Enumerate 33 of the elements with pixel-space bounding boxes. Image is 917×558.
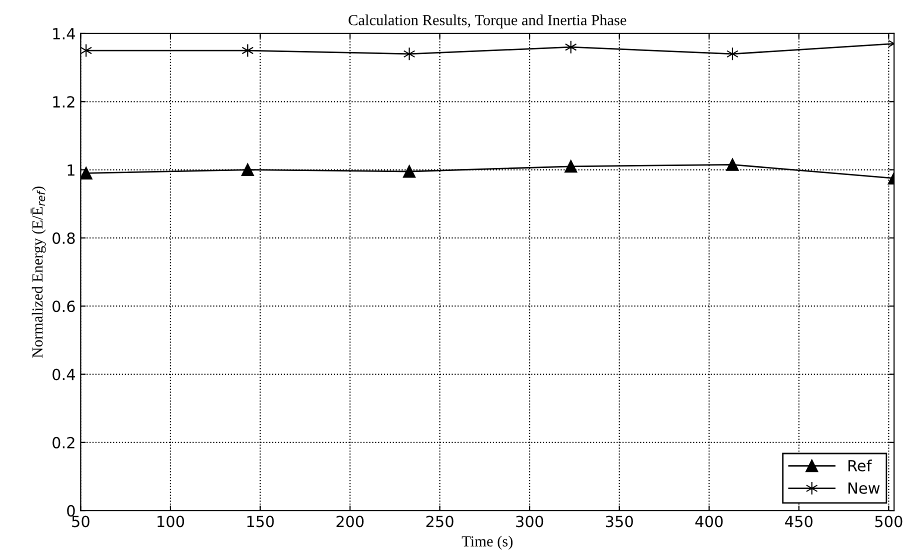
- legend-label: New: [848, 482, 880, 494]
- x-axis-title: Time (s): [462, 536, 513, 550]
- y-tick-label: 1.4: [53, 28, 75, 40]
- y-tick-label: 0.6: [52, 300, 75, 312]
- x-tick-label: 100: [158, 516, 184, 528]
- y-tick-label: 1: [68, 164, 74, 176]
- x-tick-label: 350: [606, 516, 633, 528]
- chart-title: Calculation Results, Torque and Inertia Phase: [348, 14, 626, 28]
- x-tick-label: 450: [785, 516, 812, 528]
- x-tick-label: 150: [247, 516, 274, 528]
- point: [242, 44, 254, 58]
- x-tick-label: 500: [875, 516, 902, 528]
- y-tick-label: 0: [67, 505, 75, 517]
- y-tick-label: 0.4: [52, 368, 75, 380]
- point: [403, 47, 416, 61]
- x-tick-label: 50: [72, 516, 90, 528]
- legend-label: Ref: [848, 460, 872, 472]
- point: [564, 40, 577, 54]
- y-tick-label: 0.8: [52, 232, 75, 244]
- y-tick-label: 0.2: [52, 436, 74, 448]
- x-tick-label: 300: [516, 516, 544, 528]
- y-tick-label: 1.2: [53, 96, 74, 108]
- x-tick-label: 200: [336, 516, 364, 528]
- point: [403, 165, 416, 178]
- x-tick-label: 400: [695, 516, 723, 528]
- point: [726, 158, 739, 171]
- point: [726, 47, 738, 61]
- point: [80, 166, 92, 180]
- point: [80, 44, 92, 58]
- point: [564, 160, 578, 173]
- x-tick-label: 250: [426, 516, 454, 528]
- point: [241, 164, 254, 176]
- y-axis-title: Normalized Energy (E/Ē$_{ref}$): [30, 186, 46, 358]
